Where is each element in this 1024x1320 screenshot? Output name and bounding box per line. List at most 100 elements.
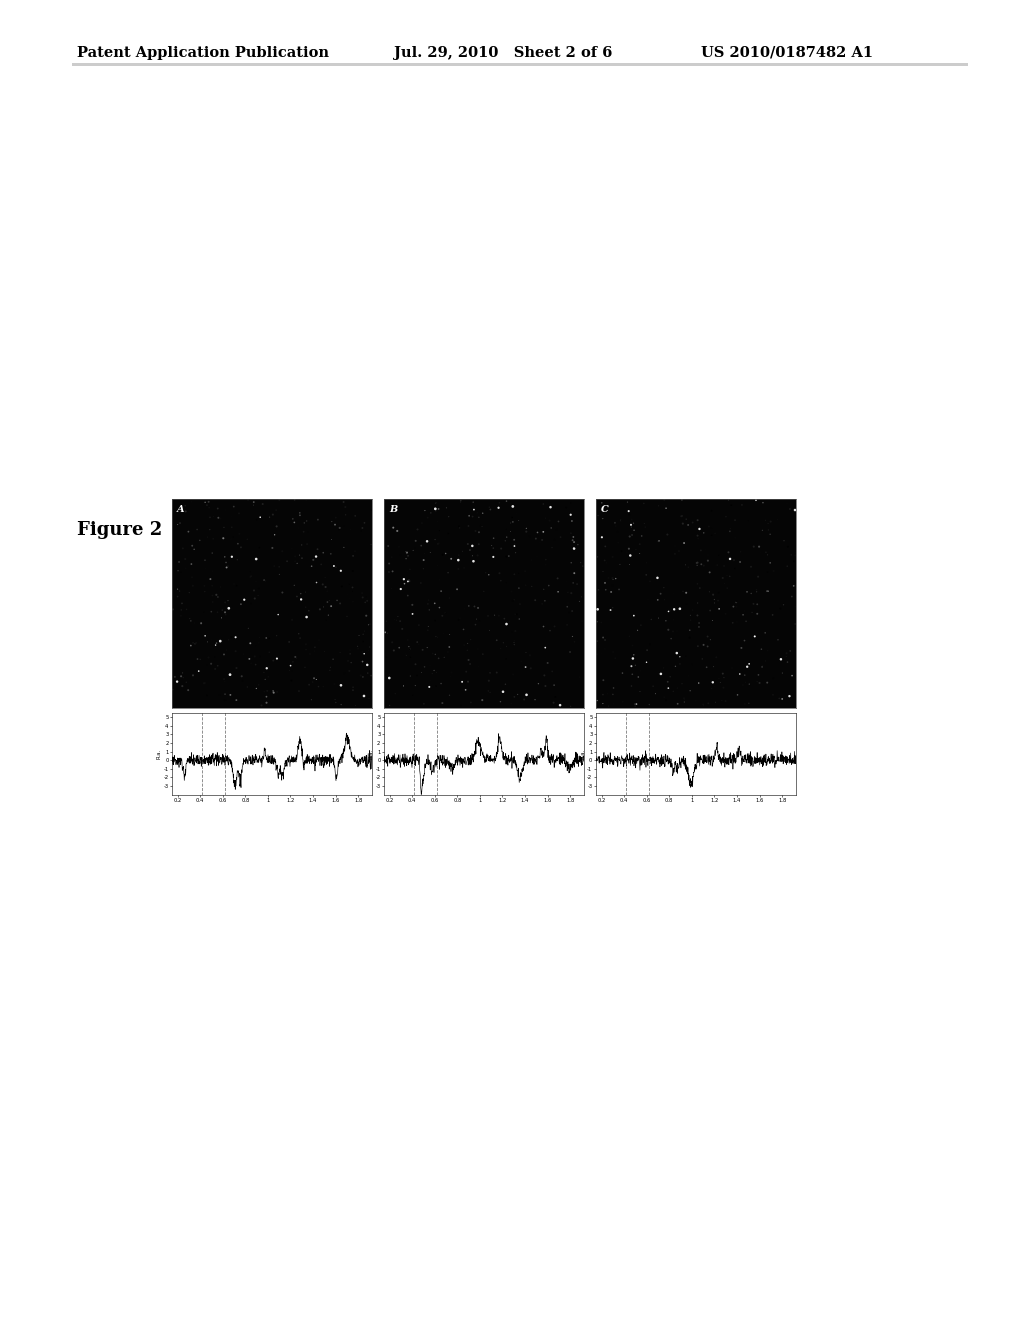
Point xyxy=(650,495,667,516)
Point xyxy=(482,682,499,704)
Point xyxy=(471,521,487,543)
Point xyxy=(451,610,467,631)
Point xyxy=(596,550,612,572)
Point xyxy=(456,619,472,640)
Point xyxy=(211,685,227,706)
Point xyxy=(429,511,445,532)
Point xyxy=(462,540,478,561)
Point xyxy=(381,668,397,689)
Point xyxy=(787,595,804,616)
Point xyxy=(518,517,535,539)
Point xyxy=(589,631,605,652)
Point xyxy=(287,647,303,668)
Point xyxy=(203,653,219,675)
Point xyxy=(408,531,424,552)
Point xyxy=(424,553,440,574)
Point xyxy=(604,546,621,568)
Point xyxy=(177,558,194,579)
Point xyxy=(222,684,239,705)
Point xyxy=(452,607,468,628)
Point xyxy=(751,664,767,685)
Point xyxy=(268,648,285,669)
Point xyxy=(572,552,589,573)
Point xyxy=(274,541,291,562)
Point xyxy=(457,598,473,619)
Point xyxy=(614,663,631,684)
Point xyxy=(364,499,380,520)
Point xyxy=(404,603,421,624)
Point xyxy=(589,546,605,568)
Point xyxy=(623,515,639,536)
Point xyxy=(341,589,357,610)
Point xyxy=(679,620,695,642)
Point xyxy=(430,648,446,669)
Point xyxy=(504,622,520,643)
Point xyxy=(569,535,586,556)
Point xyxy=(651,531,668,552)
Point xyxy=(431,533,447,554)
Point xyxy=(174,676,190,697)
Point xyxy=(304,523,321,544)
Point xyxy=(602,609,618,630)
Point xyxy=(431,520,447,541)
Point xyxy=(718,690,734,711)
Point xyxy=(485,537,502,558)
Point xyxy=(248,570,264,591)
Point xyxy=(773,648,790,669)
Point xyxy=(590,506,606,527)
Point xyxy=(256,681,272,702)
Point xyxy=(547,529,563,550)
Point xyxy=(420,616,436,638)
Point xyxy=(420,507,436,528)
Point xyxy=(381,694,397,715)
Point xyxy=(595,627,611,648)
Point xyxy=(431,597,447,618)
Point xyxy=(774,663,791,684)
Point xyxy=(407,537,423,558)
Point xyxy=(775,593,792,614)
Point xyxy=(562,550,579,572)
Point xyxy=(474,516,490,537)
Point xyxy=(645,676,662,697)
Point xyxy=(274,582,291,603)
Point xyxy=(689,510,706,531)
Point xyxy=(728,591,744,612)
Point xyxy=(772,598,788,619)
Point xyxy=(247,587,263,609)
Point xyxy=(212,631,228,652)
Point xyxy=(736,680,753,701)
Point xyxy=(600,568,616,589)
Point xyxy=(286,574,302,595)
Point xyxy=(705,672,721,693)
Point xyxy=(493,692,509,713)
Point xyxy=(209,602,225,623)
Point xyxy=(165,678,181,700)
Point xyxy=(471,610,487,631)
Point xyxy=(773,598,790,619)
Point xyxy=(722,566,738,587)
Point xyxy=(461,595,477,616)
Point xyxy=(251,675,267,696)
Point xyxy=(550,581,566,602)
Point xyxy=(625,635,641,656)
Point xyxy=(787,545,804,566)
Point xyxy=(197,492,213,513)
Point xyxy=(641,694,657,715)
Point xyxy=(199,655,215,676)
Point xyxy=(764,605,780,626)
Point xyxy=(217,684,233,705)
Point xyxy=(408,675,424,696)
Point xyxy=(624,656,640,677)
Point xyxy=(420,593,436,614)
Point xyxy=(223,516,240,537)
Point xyxy=(624,664,640,685)
Point xyxy=(438,543,455,564)
Point xyxy=(509,684,525,705)
Point xyxy=(342,519,358,540)
Point xyxy=(471,533,487,554)
Point xyxy=(674,506,690,527)
Point xyxy=(511,609,527,630)
Point xyxy=(702,601,719,622)
Point xyxy=(722,548,738,569)
Point xyxy=(499,491,515,512)
